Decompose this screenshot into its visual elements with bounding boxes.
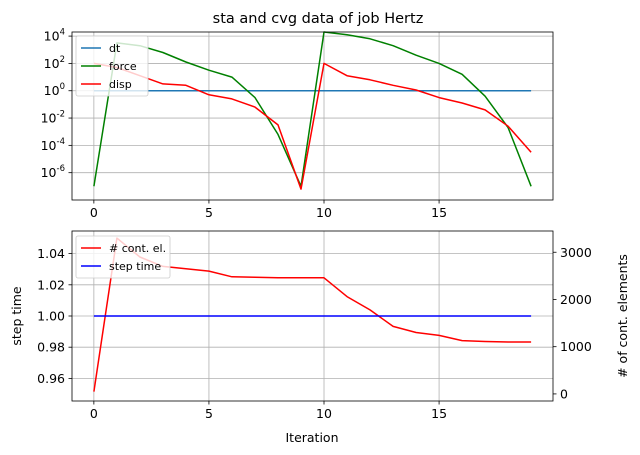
series-line-force (93, 31, 532, 188)
y-axis-label-left: step time (9, 286, 24, 346)
bottom-x-tick-label: 15 (431, 406, 447, 421)
legend-entry: # cont. el. (109, 242, 166, 255)
chart-title: sta and cvg data of job Hertz (213, 11, 424, 27)
top-x-tick-label: 10 (316, 205, 332, 220)
legend-entry: step time (109, 260, 161, 273)
bottom-x-tick-label: 5 (205, 406, 213, 421)
top-y-tick-label: 10-6 (41, 164, 65, 180)
bottom-y-tick-label-right: 1000 (560, 339, 592, 354)
bottom-x-tick-label: 0 (90, 406, 98, 421)
bottom-y-tick-label-right: 3000 (560, 245, 592, 260)
bottom-y-tick-label-left: 0.98 (37, 340, 65, 355)
series-line-disp (93, 62, 532, 190)
bottom-plot: 0 5 10 150.960.981.001.021.040100020003000 … (9, 230, 630, 445)
legend-entry: force (109, 60, 137, 73)
top-axes-frame (71, 31, 554, 201)
legend-frame (75, 35, 149, 97)
top-legend: dt force disp (75, 35, 149, 97)
bottom-x-tick-label: 10 (316, 406, 332, 421)
top-x-tick-label: 15 (431, 205, 447, 220)
top-y-tick-label: 10-4 (41, 137, 65, 153)
x-axis-label: Iteration (285, 430, 338, 445)
top-plot: 0 5 10 15 10-6 10-4 10-2 100 102 104 dt force disp (41, 28, 554, 220)
legend-frame (75, 235, 171, 279)
bottom-y-tick-label-left: 1.00 (37, 309, 65, 324)
y-axis-label-right: # of cont. elements (615, 254, 630, 378)
bottom-y-tick-label-left: 1.04 (37, 246, 65, 261)
bottom-y-tick-label-left: 0.96 (37, 371, 65, 386)
bottom-y-tick-label-right: 0 (560, 386, 568, 401)
top-y-tick-label: 104 (44, 28, 65, 44)
bottom-legend: # cont. el. step time (75, 235, 171, 279)
top-x-tick-label: 0 (90, 205, 98, 220)
legend-entry: disp (109, 78, 132, 91)
top-y-tick-label: 10-2 (41, 110, 65, 126)
top-y-tick-label: 102 (44, 55, 65, 71)
top-y-tick-label: 100 (44, 82, 65, 98)
top-x-tick-label: 5 (205, 205, 213, 220)
bottom-y-tick-label-right: 2000 (560, 292, 592, 307)
legend-entry: dt (109, 42, 121, 55)
bottom-y-tick-label-left: 1.02 (37, 277, 65, 292)
